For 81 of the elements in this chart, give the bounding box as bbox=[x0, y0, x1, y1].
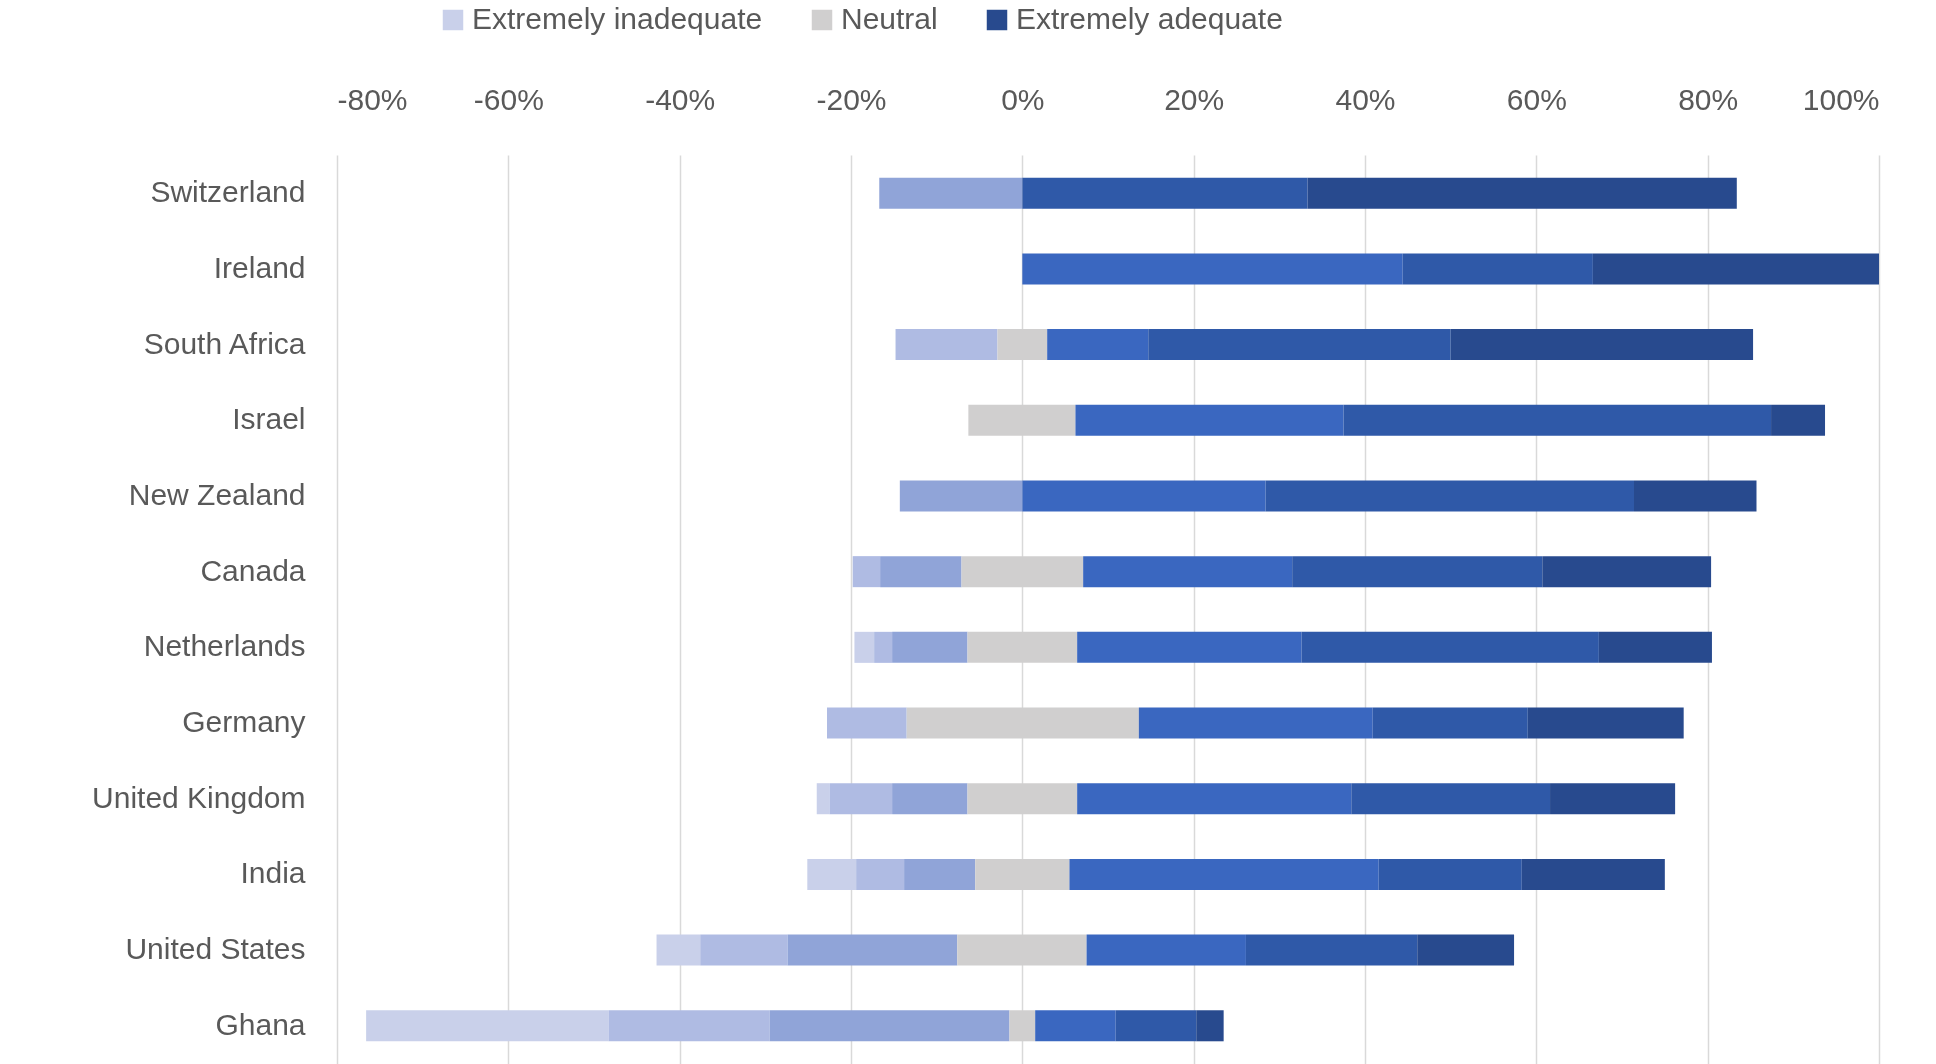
bar bbox=[1378, 858, 1522, 890]
bar bbox=[807, 858, 857, 890]
bar bbox=[829, 783, 893, 815]
x-tick-label: -60% bbox=[473, 82, 544, 116]
bar bbox=[366, 1010, 609, 1042]
bar bbox=[1372, 707, 1528, 739]
bar bbox=[700, 934, 788, 966]
y-tick-label: Switzerland bbox=[150, 175, 306, 209]
bar bbox=[827, 707, 907, 739]
bar bbox=[1196, 1010, 1224, 1042]
bar bbox=[1083, 556, 1293, 588]
bar bbox=[656, 934, 701, 966]
bar bbox=[1307, 177, 1737, 209]
x-tick-label: 20% bbox=[1164, 82, 1225, 116]
bar bbox=[879, 177, 1023, 209]
x-tick-label: 80% bbox=[1678, 82, 1739, 116]
bar bbox=[1402, 253, 1593, 285]
bar bbox=[1077, 783, 1352, 815]
bar bbox=[1351, 783, 1551, 815]
bar bbox=[1542, 556, 1712, 588]
bar bbox=[880, 556, 962, 588]
bar bbox=[1035, 1010, 1116, 1042]
x-tick-label: 60% bbox=[1506, 82, 1567, 116]
bar bbox=[856, 858, 905, 890]
bar bbox=[1343, 404, 1772, 436]
bar bbox=[1598, 631, 1712, 663]
bar bbox=[769, 1010, 1010, 1042]
bar bbox=[1301, 631, 1599, 663]
bar bbox=[892, 783, 968, 815]
bar bbox=[816, 783, 830, 815]
bar bbox=[892, 631, 968, 663]
y-tick-label: Israel bbox=[232, 402, 306, 436]
bar bbox=[1771, 404, 1826, 436]
bar bbox=[1292, 556, 1543, 588]
bar bbox=[1115, 1010, 1197, 1042]
bar bbox=[1047, 329, 1149, 361]
bar bbox=[1022, 480, 1266, 512]
bar bbox=[1450, 329, 1754, 361]
bar bbox=[608, 1010, 770, 1042]
x-tick-label: -20% bbox=[816, 82, 887, 116]
bar bbox=[899, 480, 1023, 512]
bar bbox=[1592, 253, 1879, 285]
bar bbox=[1521, 858, 1665, 890]
y-tick-label: Germany bbox=[182, 705, 306, 739]
y-tick-label: South Africa bbox=[143, 326, 306, 360]
x-tick-label: -80% bbox=[337, 82, 408, 116]
y-tick-label: Canada bbox=[200, 553, 306, 587]
y-tick-label: New Zealand bbox=[128, 477, 306, 511]
bar bbox=[1148, 329, 1451, 361]
y-tick-label: United States bbox=[125, 932, 306, 966]
y-tick-label: Netherlands bbox=[143, 629, 306, 663]
bar bbox=[1245, 934, 1418, 966]
legend-label: Extremely adequate bbox=[1016, 2, 1283, 35]
bar bbox=[874, 631, 893, 663]
legend-label: Extremely inadequate bbox=[472, 2, 763, 35]
bar bbox=[1086, 934, 1246, 966]
bar bbox=[904, 858, 976, 890]
bar bbox=[1265, 480, 1634, 512]
bar bbox=[787, 934, 958, 966]
bar bbox=[1138, 707, 1373, 739]
bar bbox=[1550, 783, 1676, 815]
y-tick-label: Ghana bbox=[215, 1007, 306, 1041]
bar bbox=[854, 631, 875, 663]
x-tick-label: 100% bbox=[1802, 82, 1880, 116]
bar bbox=[852, 556, 881, 588]
bar bbox=[1075, 404, 1344, 436]
bar bbox=[1633, 480, 1757, 512]
bar bbox=[1527, 707, 1684, 739]
y-tick-label: United Kingdom bbox=[92, 780, 306, 814]
bar bbox=[1077, 631, 1302, 663]
y-tick-label: India bbox=[240, 856, 306, 890]
x-tick-label: 40% bbox=[1335, 82, 1396, 116]
y-tick-label: Ireland bbox=[213, 250, 306, 284]
bar bbox=[1417, 934, 1515, 966]
bar bbox=[1022, 177, 1308, 209]
bar bbox=[1022, 253, 1403, 285]
x-tick-label: -40% bbox=[645, 82, 716, 116]
bar bbox=[895, 329, 998, 361]
bar bbox=[1069, 858, 1379, 890]
x-tick-label: 0% bbox=[1001, 82, 1045, 116]
legend-label: Neutral bbox=[841, 2, 938, 35]
